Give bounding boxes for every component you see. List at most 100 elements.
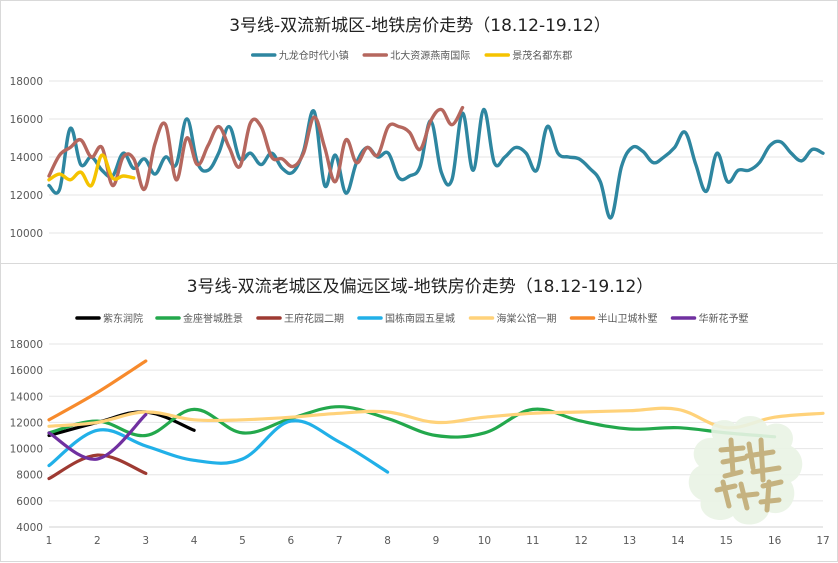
data-point [90,184,93,187]
data-point [145,445,147,447]
data-point [241,419,244,421]
data-point [345,192,347,194]
data-point [145,472,147,475]
data-point [143,188,146,191]
legend-label: 九龙仓时代小镇 [279,49,349,62]
y-tick-label: 10000 [10,228,43,240]
data-point [610,217,612,219]
data-point [154,173,156,175]
series-points-2-5 [48,408,824,429]
series-points-1-3 [48,154,135,187]
x-tick-label: 12 [574,535,587,547]
data-point [652,161,655,164]
data-point [726,180,729,183]
data-point [716,152,718,154]
data-point [48,419,50,421]
series-points-2-6 [48,360,147,421]
x-tick-label: 1 [46,535,53,547]
data-point [451,179,453,181]
series-line-1-2 [47,105,465,192]
data-point [101,146,103,149]
data-point [779,141,782,143]
legend-label: 王府花园二期 [284,312,344,325]
data-point [228,125,230,128]
x-tick-label: 14 [671,535,685,547]
data-point [292,165,294,168]
data-point [546,125,549,128]
data-point [186,118,188,120]
data-point [386,417,389,420]
data-point [580,420,582,422]
data-point [366,146,368,149]
data-point [338,441,341,443]
legend-item: 景茂名都东郡 [484,49,572,62]
y-tick-label: 12000 [10,190,43,202]
data-point [48,184,50,187]
data-point [48,464,50,467]
data-point [435,434,437,437]
legend-item: 半山卫城朴墅 [569,312,658,325]
legend-item: 紫东润院 [75,312,143,325]
data-point [461,106,464,109]
data-point [239,158,241,160]
data-point [101,154,103,156]
data-point [673,146,676,149]
data-point [355,161,358,164]
y-tick-label: 10000 [10,444,43,456]
data-point [122,156,124,158]
data-point [207,144,209,147]
data-point [143,158,146,160]
legend-item: 国栋南园五星城 [357,312,455,325]
legend-label: 国栋南园五星城 [385,312,455,325]
series-points-2-7 [48,413,147,460]
data-point [239,165,241,168]
data-point [80,163,82,166]
data-point [48,432,50,434]
data-point [96,458,99,460]
data-point [398,125,400,128]
data-point [313,116,315,118]
legend-label: 景茂名都东郡 [512,49,572,62]
data-point [684,131,686,134]
data-point [532,412,534,415]
data-point [48,434,50,437]
data-point [790,152,792,154]
data-point [773,416,776,418]
data-point [58,154,61,156]
data-point [80,139,82,141]
y-tick-label: 6000 [16,496,43,508]
data-point [387,152,390,154]
legend-label: 紫东润院 [103,312,143,325]
data-point [483,432,486,434]
data-point [260,125,262,128]
data-point [440,108,443,111]
x-tick-label: 4 [191,535,198,547]
data-point [535,169,538,172]
data-point [111,184,114,187]
data-point [631,146,633,149]
data-point [801,160,803,162]
data-point [48,175,50,177]
chart-panel-bottom: 3号线-双流老城区及偏远区域-地铁房价走势（18.12-19.12） 4000 6… [0,263,838,562]
watermark-stamp [688,415,803,525]
data-point [90,156,93,158]
y-tick-label: 16000 [10,365,43,377]
data-point [69,146,71,149]
x-tick-label: 3 [142,535,149,547]
data-point [122,175,124,177]
data-point [822,412,824,415]
data-point [96,429,99,432]
series-points-2-3 [48,454,147,480]
chart-title-bottom: 3号线-双流老城区及偏远区域-地铁房价走势（18.12-19.12） [187,277,654,297]
data-point [580,411,582,413]
data-point [69,127,71,130]
data-point [207,169,209,172]
data-point [69,179,71,181]
data-point [260,163,262,166]
data-point [175,163,177,166]
data-point [748,169,750,172]
data-point [504,156,506,158]
data-point [270,156,273,158]
legend-item: 海棠公馆一期 [468,312,557,325]
series-line-2-2 [47,405,777,439]
